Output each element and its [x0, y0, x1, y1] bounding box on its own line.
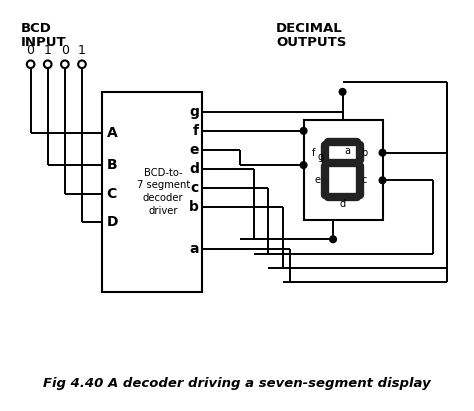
Text: g: g: [189, 105, 199, 119]
Circle shape: [78, 60, 86, 68]
Circle shape: [379, 149, 386, 156]
Text: DECIMAL
OUTPUTS: DECIMAL OUTPUTS: [276, 23, 346, 49]
Circle shape: [300, 162, 307, 169]
Circle shape: [379, 177, 386, 184]
Bar: [102, 92, 202, 291]
Text: f: f: [193, 124, 199, 138]
Text: b: b: [362, 148, 368, 158]
Text: Fig 4.40 A decoder driving a seven-segment display: Fig 4.40 A decoder driving a seven-segme…: [43, 377, 431, 390]
Text: e: e: [314, 175, 320, 185]
Circle shape: [330, 236, 337, 242]
Circle shape: [300, 127, 307, 134]
Text: g: g: [318, 152, 324, 162]
Text: b: b: [189, 200, 199, 214]
Text: d: d: [339, 199, 346, 209]
Circle shape: [44, 60, 52, 68]
Text: D: D: [107, 215, 118, 229]
Text: 1: 1: [78, 44, 86, 58]
Text: c: c: [191, 181, 199, 195]
Text: 0: 0: [61, 44, 69, 58]
Text: BCD
INPUT: BCD INPUT: [21, 23, 67, 49]
Text: f: f: [312, 148, 316, 158]
Text: B: B: [107, 158, 118, 172]
Circle shape: [27, 60, 35, 68]
Text: c: c: [362, 175, 367, 185]
Text: d: d: [189, 162, 199, 176]
Text: a: a: [345, 146, 350, 156]
Circle shape: [339, 88, 346, 95]
Text: C: C: [107, 187, 117, 201]
Text: BCD-to-
7 segment
decoder
driver: BCD-to- 7 segment decoder driver: [137, 168, 190, 216]
Text: a: a: [190, 242, 199, 256]
Text: 0: 0: [27, 44, 35, 58]
Text: e: e: [190, 143, 199, 157]
Text: 1: 1: [44, 44, 52, 58]
Circle shape: [61, 60, 69, 68]
Text: A: A: [107, 126, 118, 140]
Bar: [303, 120, 383, 220]
